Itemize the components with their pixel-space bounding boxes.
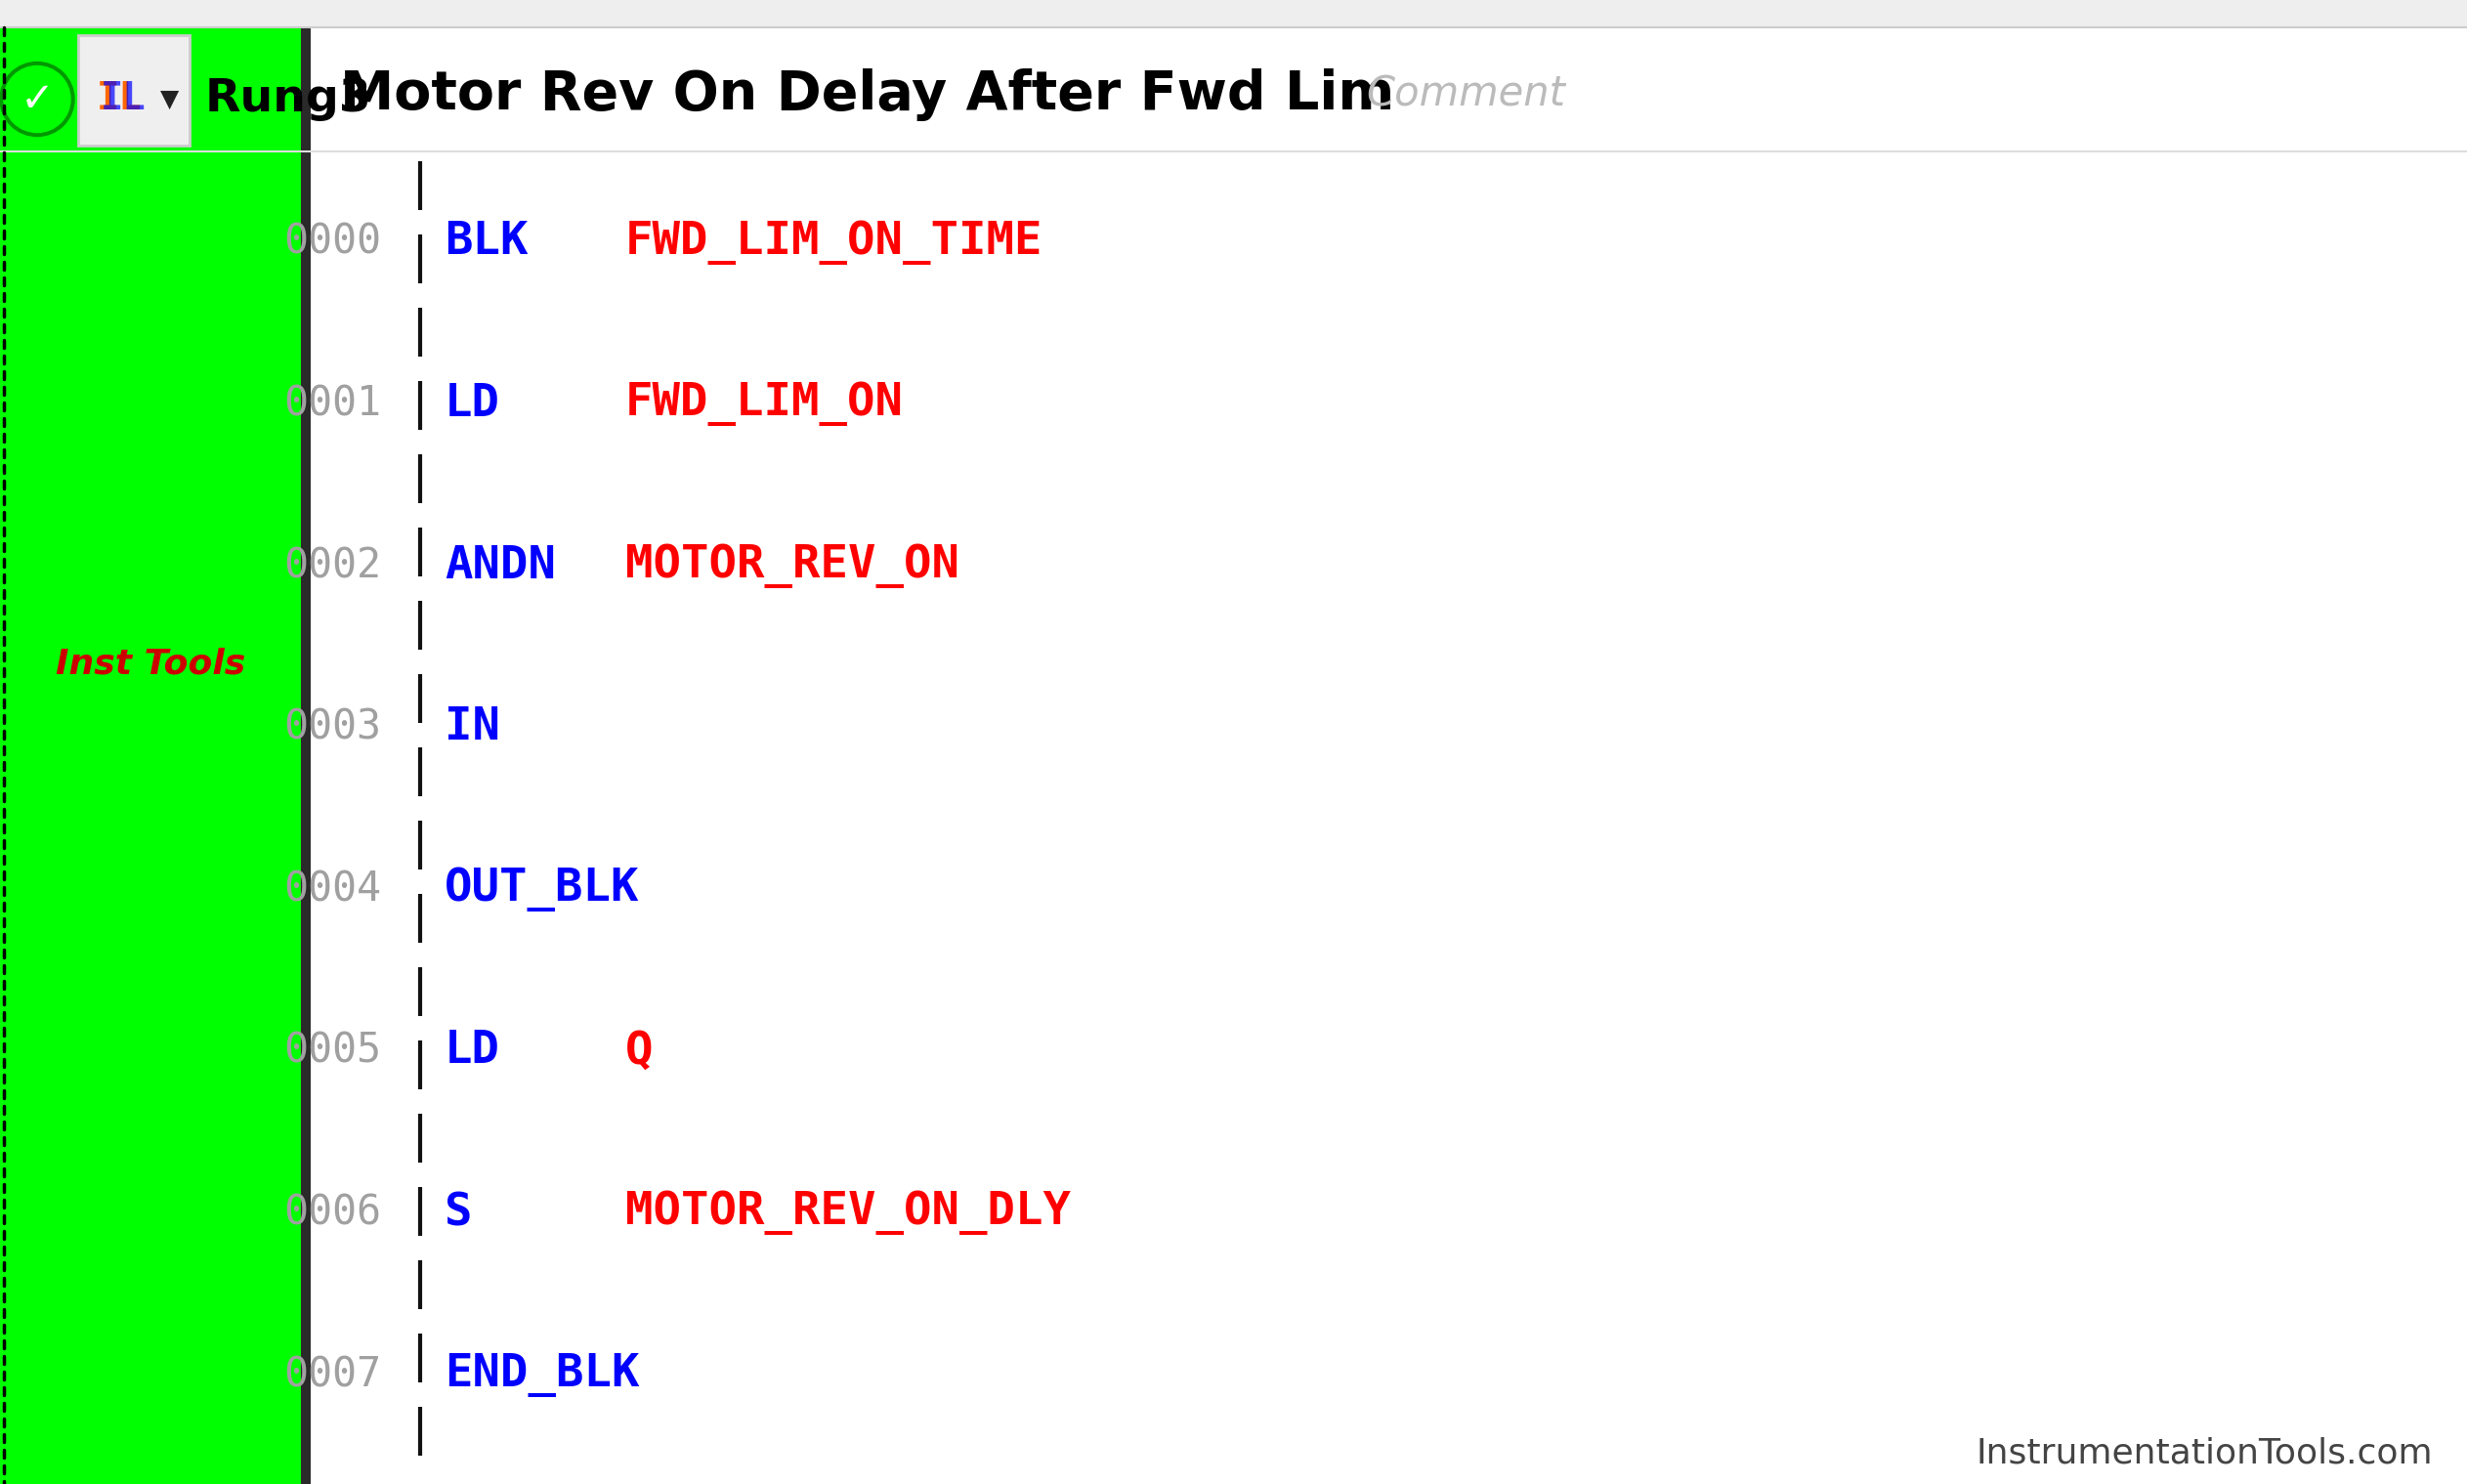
Text: 0007: 0007 [284,1355,380,1395]
Text: ✓: ✓ [20,79,54,120]
Text: 0001: 0001 [284,383,380,424]
Text: S: S [444,1192,471,1235]
Text: Rung3: Rung3 [205,77,373,122]
Circle shape [0,62,74,137]
Text: Comment: Comment [1367,74,1564,114]
Bar [301,27,311,1484]
Text: IN: IN [444,705,501,749]
Text: Motor Rev On Delay After Fwd Lim: Motor Rev On Delay After Fwd Lim [340,68,1394,120]
Text: LD: LD [444,1030,501,1073]
Text: 0002: 0002 [284,545,380,586]
Text: 0003: 0003 [284,706,380,748]
Text: Inst Tools: Inst Tools [57,647,244,681]
Text: IL: IL [101,80,146,117]
Text: END_BLK: END_BLK [444,1353,639,1396]
Text: BLK: BLK [444,220,528,264]
Text: MOTOR_REV_ON: MOTOR_REV_ON [624,543,960,588]
Text: 0000: 0000 [284,221,380,263]
Bar [0,0,2467,27]
Text: OUT_BLK: OUT_BLK [444,867,639,911]
Text: FWD_LIM_ON: FWD_LIM_ON [624,381,903,426]
Text: LD: LD [444,381,501,426]
Text: IL: IL [96,80,143,117]
Bar [0,27,301,1484]
Text: ▼: ▼ [160,88,180,111]
Text: 0006: 0006 [284,1193,380,1233]
Bar [311,27,2467,1484]
FancyBboxPatch shape [79,36,190,145]
Text: InstrumentationTools.com: InstrumentationTools.com [1976,1437,2432,1471]
Text: 0005: 0005 [284,1030,380,1071]
Text: FWD_LIM_ON_TIME: FWD_LIM_ON_TIME [624,220,1044,264]
Text: ANDN: ANDN [444,543,555,588]
Circle shape [5,65,72,132]
Text: Q: Q [624,1030,654,1073]
Text: MOTOR_REV_ON_DLY: MOTOR_REV_ON_DLY [624,1190,1071,1235]
Text: 0004: 0004 [284,868,380,910]
